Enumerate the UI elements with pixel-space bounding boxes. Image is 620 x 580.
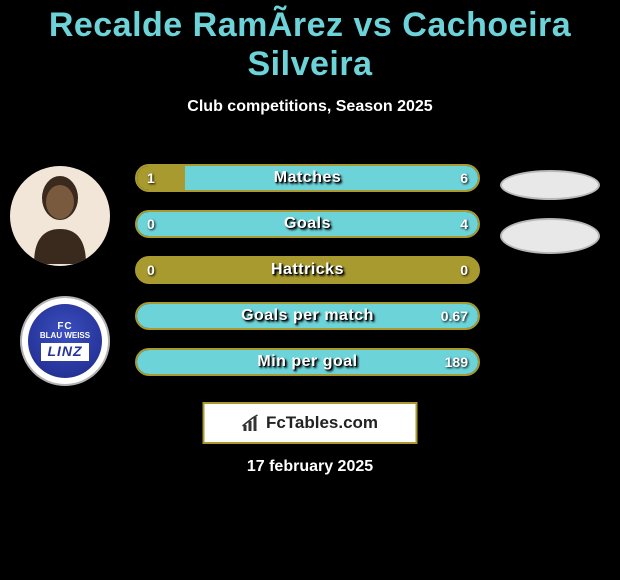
stat-label: Goals per match <box>241 307 374 325</box>
badge-line2: BLAU WEISS <box>40 332 90 341</box>
player-right-avatar-placeholder-2 <box>500 218 600 254</box>
stat-value-right: 0.67 <box>441 308 468 324</box>
stat-value-right: 189 <box>445 354 468 370</box>
stat-value-left: 0 <box>147 262 155 278</box>
badge-line3: LINZ <box>41 343 88 360</box>
stat-label: Hattricks <box>271 261 344 279</box>
logo-text: FcTables.com <box>266 413 378 433</box>
stat-value-left: 0 <box>147 216 155 232</box>
stat-label: Matches <box>274 169 342 187</box>
stat-label: Goals <box>284 215 331 233</box>
stat-value-right: 0 <box>460 262 468 278</box>
player-left-avatar <box>10 166 110 266</box>
club-badge: FC BLAU WEISS LINZ <box>20 296 110 386</box>
bar-fill-left <box>137 166 185 190</box>
club-badge-inner: FC BLAU WEISS LINZ <box>28 304 102 378</box>
stat-bars: 1 Matches 6 0 Goals 4 0 Hattricks 0 Goals per mat… <box>135 164 480 394</box>
stat-label: Min per goal <box>257 353 357 371</box>
stat-bar: Min per goal 189 <box>135 348 480 376</box>
player-right-avatar-placeholder-1 <box>500 170 600 200</box>
stat-bar: 1 Matches 6 <box>135 164 480 192</box>
page-title: Recalde RamÃ­rez vs Cachoeira Silveira <box>0 0 620 84</box>
page-subtitle: Club competitions, Season 2025 <box>0 98 620 116</box>
stat-bar: 0 Goals 4 <box>135 210 480 238</box>
stat-value-right: 4 <box>460 216 468 232</box>
stat-bar: Goals per match 0.67 <box>135 302 480 330</box>
date-label: 17 february 2025 <box>247 458 373 476</box>
person-icon <box>24 174 96 264</box>
bar-chart-icon <box>242 413 262 433</box>
stat-value-right: 6 <box>460 170 468 186</box>
stat-bar: 0 Hattricks 0 <box>135 256 480 284</box>
fctables-logo: FcTables.com <box>203 402 418 444</box>
stat-value-left: 1 <box>147 170 155 186</box>
